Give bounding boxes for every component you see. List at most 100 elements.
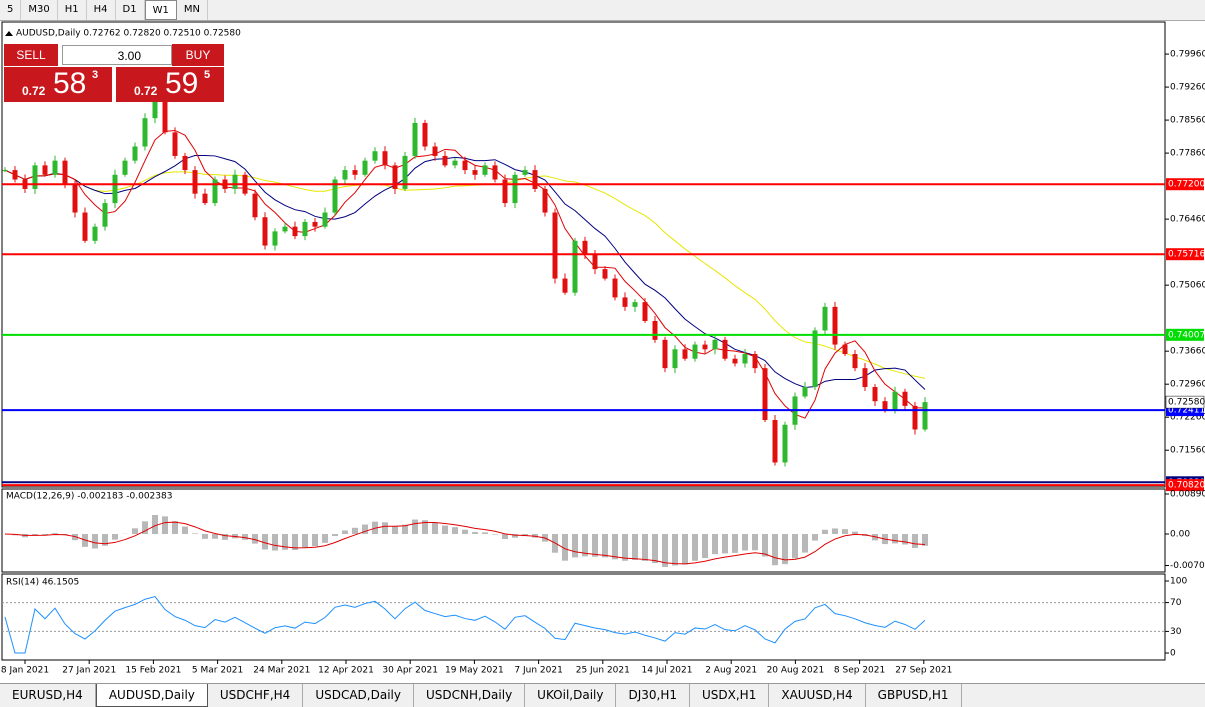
- macd-bar: [612, 534, 618, 559]
- candle: [483, 165, 488, 174]
- timeframe-button[interactable]: W1: [145, 0, 177, 20]
- date-label: 27 Jan 2021: [62, 666, 116, 676]
- macd-bar: [382, 522, 388, 534]
- candle: [253, 194, 258, 218]
- chart-tab[interactable]: DJ30,H1: [616, 684, 690, 707]
- macd-bar: [352, 528, 358, 534]
- candle: [453, 161, 458, 166]
- macd-bar: [912, 534, 918, 548]
- candle: [433, 147, 438, 156]
- trade-panel: SELL 3.00 BUY 0.72 58 3 0.72 59 5: [4, 44, 224, 102]
- macd-bar: [432, 522, 438, 534]
- candle: [283, 227, 288, 232]
- price-prefix: 0.72: [22, 84, 45, 98]
- level-label: 0.75716: [1168, 250, 1205, 260]
- macd-bar: [692, 534, 698, 561]
- candle: [493, 165, 498, 179]
- candle: [3, 170, 8, 171]
- y-tick-label: 0.79960: [1170, 50, 1205, 60]
- y-tick-label: -0.00701: [1170, 561, 1205, 571]
- macd-bar: [412, 520, 418, 534]
- date-label: 20 Aug 2021: [767, 666, 825, 676]
- candle: [463, 161, 468, 170]
- candle: [203, 194, 208, 203]
- y-tick-label: 0.73660: [1170, 347, 1205, 357]
- candle: [133, 147, 138, 161]
- candle: [813, 330, 818, 387]
- timeframe-button[interactable]: H4: [87, 0, 116, 20]
- candle: [823, 307, 828, 331]
- candle: [373, 151, 378, 160]
- macd-bar: [852, 532, 858, 534]
- buy-button[interactable]: BUY: [172, 44, 224, 66]
- chart-tab[interactable]: USDX,H1: [690, 684, 769, 707]
- macd-bar: [392, 526, 398, 534]
- macd-bar: [132, 528, 138, 534]
- timeframe-button[interactable]: D1: [116, 0, 145, 20]
- date-label: 24 Mar 2021: [253, 666, 310, 676]
- timeframe-button[interactable]: H1: [58, 0, 87, 20]
- candle: [543, 189, 548, 213]
- macd-bar: [92, 534, 98, 549]
- timeframe-button[interactable]: 5: [0, 0, 21, 20]
- candle: [623, 297, 628, 306]
- sell-button[interactable]: SELL: [4, 44, 58, 66]
- macd-bar: [52, 533, 58, 534]
- date-label: 27 Sep 2021: [895, 666, 952, 676]
- macd-bar: [712, 534, 718, 554]
- date-label: 12 Apr 2021: [318, 666, 374, 676]
- candle: [613, 279, 618, 298]
- chart-tab[interactable]: EURUSD,H4: [0, 684, 96, 707]
- moving-average: [5, 155, 925, 389]
- chart-tab[interactable]: USDCHF,H4: [208, 684, 303, 707]
- macd-bar: [792, 534, 798, 558]
- macd-bar: [832, 528, 838, 534]
- y-tick-label: 0.75060: [1170, 281, 1205, 291]
- candle: [683, 349, 688, 358]
- rsi-label: RSI(14) 46.1505: [6, 578, 79, 588]
- date-label: 25 Jun 2021: [576, 666, 630, 676]
- candle: [83, 213, 88, 241]
- date-label: 15 Feb 2021: [125, 666, 181, 676]
- candle: [743, 354, 748, 363]
- chart-tab[interactable]: UKOil,Daily: [525, 684, 616, 707]
- macd-bar: [682, 534, 688, 565]
- candle: [513, 175, 518, 203]
- y-tick-label: 0: [1170, 649, 1176, 659]
- macd-bar: [902, 534, 908, 545]
- symbol-info: AUDUSD,Daily 0.72762 0.72820 0.72510 0.7…: [16, 29, 241, 39]
- y-tick-label: 0.78560: [1170, 116, 1205, 126]
- chart-tab[interactable]: GBPUSD,H1: [866, 684, 962, 707]
- macd-bar: [762, 534, 768, 557]
- bid-price[interactable]: 0.72 58 3: [4, 67, 112, 102]
- candle: [173, 132, 178, 156]
- timeframe-button[interactable]: MN: [177, 0, 208, 20]
- candle: [233, 175, 238, 189]
- macd-label: MACD(12,26,9) -0.002183 -0.002383: [6, 492, 172, 502]
- macd-bar: [312, 534, 318, 546]
- candle: [583, 241, 588, 255]
- candle: [713, 340, 718, 349]
- y-tick-label: 70: [1170, 598, 1182, 608]
- y-tick-label: 0.71560: [1170, 446, 1205, 456]
- chart-tab[interactable]: USDCAD,Daily: [303, 684, 414, 707]
- chart-tab[interactable]: XAUUSD,H4: [769, 684, 865, 707]
- ask-price[interactable]: 0.72 59 5: [116, 67, 224, 102]
- macd-bar: [442, 526, 448, 534]
- chart-tab[interactable]: AUDUSD,Daily: [96, 684, 208, 707]
- candle: [143, 118, 148, 146]
- price-pip: 3: [92, 69, 98, 81]
- date-label: 2 Aug 2021: [705, 666, 757, 676]
- candle: [563, 279, 568, 293]
- candle: [833, 307, 838, 345]
- y-tick-label: 0.76460: [1170, 215, 1205, 225]
- macd-bar: [752, 534, 758, 550]
- candle: [193, 170, 198, 194]
- lots-input[interactable]: 3.00: [62, 45, 172, 65]
- timeframe-button[interactable]: M30: [21, 0, 57, 20]
- candle: [273, 231, 278, 245]
- candle: [533, 170, 538, 189]
- chart-tab[interactable]: USDCNH,Daily: [414, 684, 525, 707]
